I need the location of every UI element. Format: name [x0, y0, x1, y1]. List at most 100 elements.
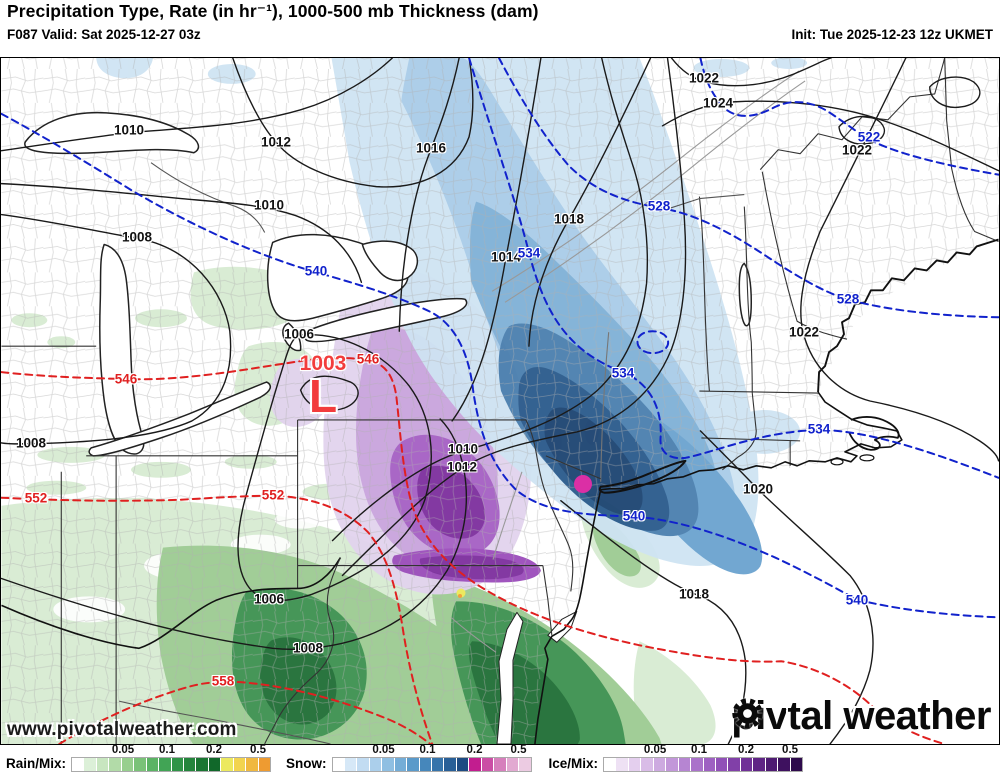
- lakes-group: [24, 111, 753, 744]
- legend-tick-value: 0.1: [691, 744, 708, 756]
- legend-tick-value: 0.2: [206, 744, 223, 756]
- legend-ticks: 0.05 0.1 0.2 0.5: [603, 744, 803, 757]
- legend-color-cell: [171, 758, 184, 771]
- legend-colorbar-rain: [71, 757, 272, 772]
- state-borders: [1, 58, 999, 744]
- legend-color-cell: [382, 758, 395, 771]
- legend-color-cell: [344, 758, 358, 771]
- legend-color-cell: [394, 758, 408, 771]
- legend-color-cell: [84, 758, 97, 771]
- legend-color-cell: [604, 758, 617, 771]
- county-lines-texture: [1, 58, 999, 744]
- legend-color-cell: [678, 758, 692, 771]
- legend-color-cell: [407, 758, 420, 771]
- logo-text-right: tal weather: [787, 694, 992, 738]
- legend-color-cell: [146, 758, 160, 771]
- legend-tick-value: 0.05: [643, 744, 667, 756]
- hudson-river: [600, 332, 610, 482]
- legend-colorbar-snow: [331, 757, 532, 772]
- legend-tick-value: 0.2: [466, 744, 483, 756]
- legend-color-cell: [134, 758, 147, 771]
- legend-scale: Snow: 0.05 0.1 0.2 0.5: [286, 744, 532, 772]
- coastline: [534, 238, 999, 744]
- legend-color-cell: [369, 758, 383, 771]
- legend-color-cell: [208, 758, 222, 771]
- valid-time-text: F087 Valid: Sat 2025-12-27 03z: [7, 27, 201, 42]
- legend-color-cell: [121, 758, 135, 771]
- legend-label-ice: Ice/Mix:: [548, 756, 599, 771]
- legend-color-cell: [703, 758, 716, 771]
- susquehanna-river: [492, 471, 523, 560]
- legend-color-cell: [666, 758, 679, 771]
- southern-new-england-coast: [600, 391, 903, 491]
- legend-color-cell: [506, 758, 520, 771]
- legend-tick-value: 0.2: [738, 744, 755, 756]
- legend-color-cell: [715, 758, 729, 771]
- legend-color-cell: [641, 758, 654, 771]
- legend-color-cell: [419, 758, 433, 771]
- legend-color-cell: [765, 758, 779, 771]
- header: Precipitation Type, Rate (in hr⁻¹), 1000…: [0, 0, 1000, 57]
- legend-color-cell: [753, 758, 766, 771]
- legend-ticks: 0.05 0.1 0.2 0.5: [71, 744, 271, 757]
- legend-color-cell: [519, 758, 531, 771]
- legend-color-cell: [444, 758, 457, 771]
- lake-superior: [24, 111, 200, 155]
- map-canvas: 1010 1012 1010 1008 1008 1006 1006 1008 1010 1012…: [0, 57, 1000, 745]
- legend-color-cell: [159, 758, 172, 771]
- legend-color-cell: [728, 758, 741, 771]
- legend-color-cell: [494, 758, 507, 771]
- thickness-contours-warm: [1, 356, 946, 744]
- legend-color-cell: [691, 758, 704, 771]
- legend-color-cell: [653, 758, 667, 771]
- legend-color-cell: [221, 758, 234, 771]
- legend-tick-value: 0.1: [159, 744, 176, 756]
- pivotal-weather-logo: piv tal weather: [731, 694, 991, 739]
- legend-tick-value: 0.5: [510, 744, 527, 756]
- legend-color-cell: [481, 758, 495, 771]
- legend-color-cell: [432, 758, 445, 771]
- legend-color-cell: [96, 758, 110, 771]
- legend-color-cell: [456, 758, 470, 771]
- low-pressure-value: 1003: [299, 352, 347, 375]
- legend-color-cell: [778, 758, 791, 771]
- legend-tick-value: 0.1: [419, 744, 436, 756]
- page-title: Precipitation Type, Rate (in hr⁻¹), 1000…: [7, 1, 539, 21]
- legend-color-cell: [616, 758, 629, 771]
- legend-tick-value: 0.05: [111, 744, 135, 756]
- legend-scale: Rain/Mix: 0.05 0.1 0.2 0.5: [6, 744, 272, 772]
- precip-legend: Rain/Mix: 0.05 0.1 0.2 0.5 Snow: 0.05 0.1 0.2…: [0, 744, 1000, 772]
- map-svg: [1, 58, 999, 744]
- legend-color-cell: [258, 758, 271, 771]
- legend-color-cell: [790, 758, 803, 771]
- thickness-contours-cold: [1, 58, 999, 619]
- legend-color-cell: [469, 758, 482, 771]
- gear-icon: [732, 698, 763, 729]
- low-pressure-symbol: L: [308, 370, 338, 422]
- lake-michigan: [99, 243, 145, 455]
- legend-color-cell: [628, 758, 642, 771]
- legend-tick-value: 0.05: [372, 744, 395, 756]
- legend-color-cell: [196, 758, 209, 771]
- header-meta-row: F087 Valid: Sat 2025-12-27 03z Init: Tue…: [7, 27, 993, 42]
- legend-label-rain: Rain/Mix:: [6, 756, 67, 771]
- legend-color-cell: [332, 758, 345, 771]
- legend-color-cell: [72, 758, 85, 771]
- nj-delmarva-coast: [534, 489, 602, 744]
- legend-colorbar-ice: [603, 757, 804, 772]
- chesapeake-bay: [496, 611, 524, 744]
- isobar-contours: [1, 58, 999, 744]
- maine-coast: [817, 238, 999, 393]
- legend-tick-value: 0.5: [782, 744, 799, 756]
- legend-tick-value: 0.5: [250, 744, 267, 756]
- watermark-text: www.pivotalweather.com: [7, 719, 237, 740]
- legend-color-cell: [357, 758, 370, 771]
- legend-label-snow: Snow:: [286, 756, 327, 771]
- legend-color-cell: [740, 758, 754, 771]
- legend-ticks: 0.05 0.1 0.2 0.5: [332, 744, 532, 757]
- legend-color-cell: [233, 758, 247, 771]
- long-island: [598, 459, 687, 494]
- potomac-river: [450, 616, 497, 653]
- legend-scale: Ice/Mix: 0.05 0.1 0.2 0.5: [549, 744, 804, 772]
